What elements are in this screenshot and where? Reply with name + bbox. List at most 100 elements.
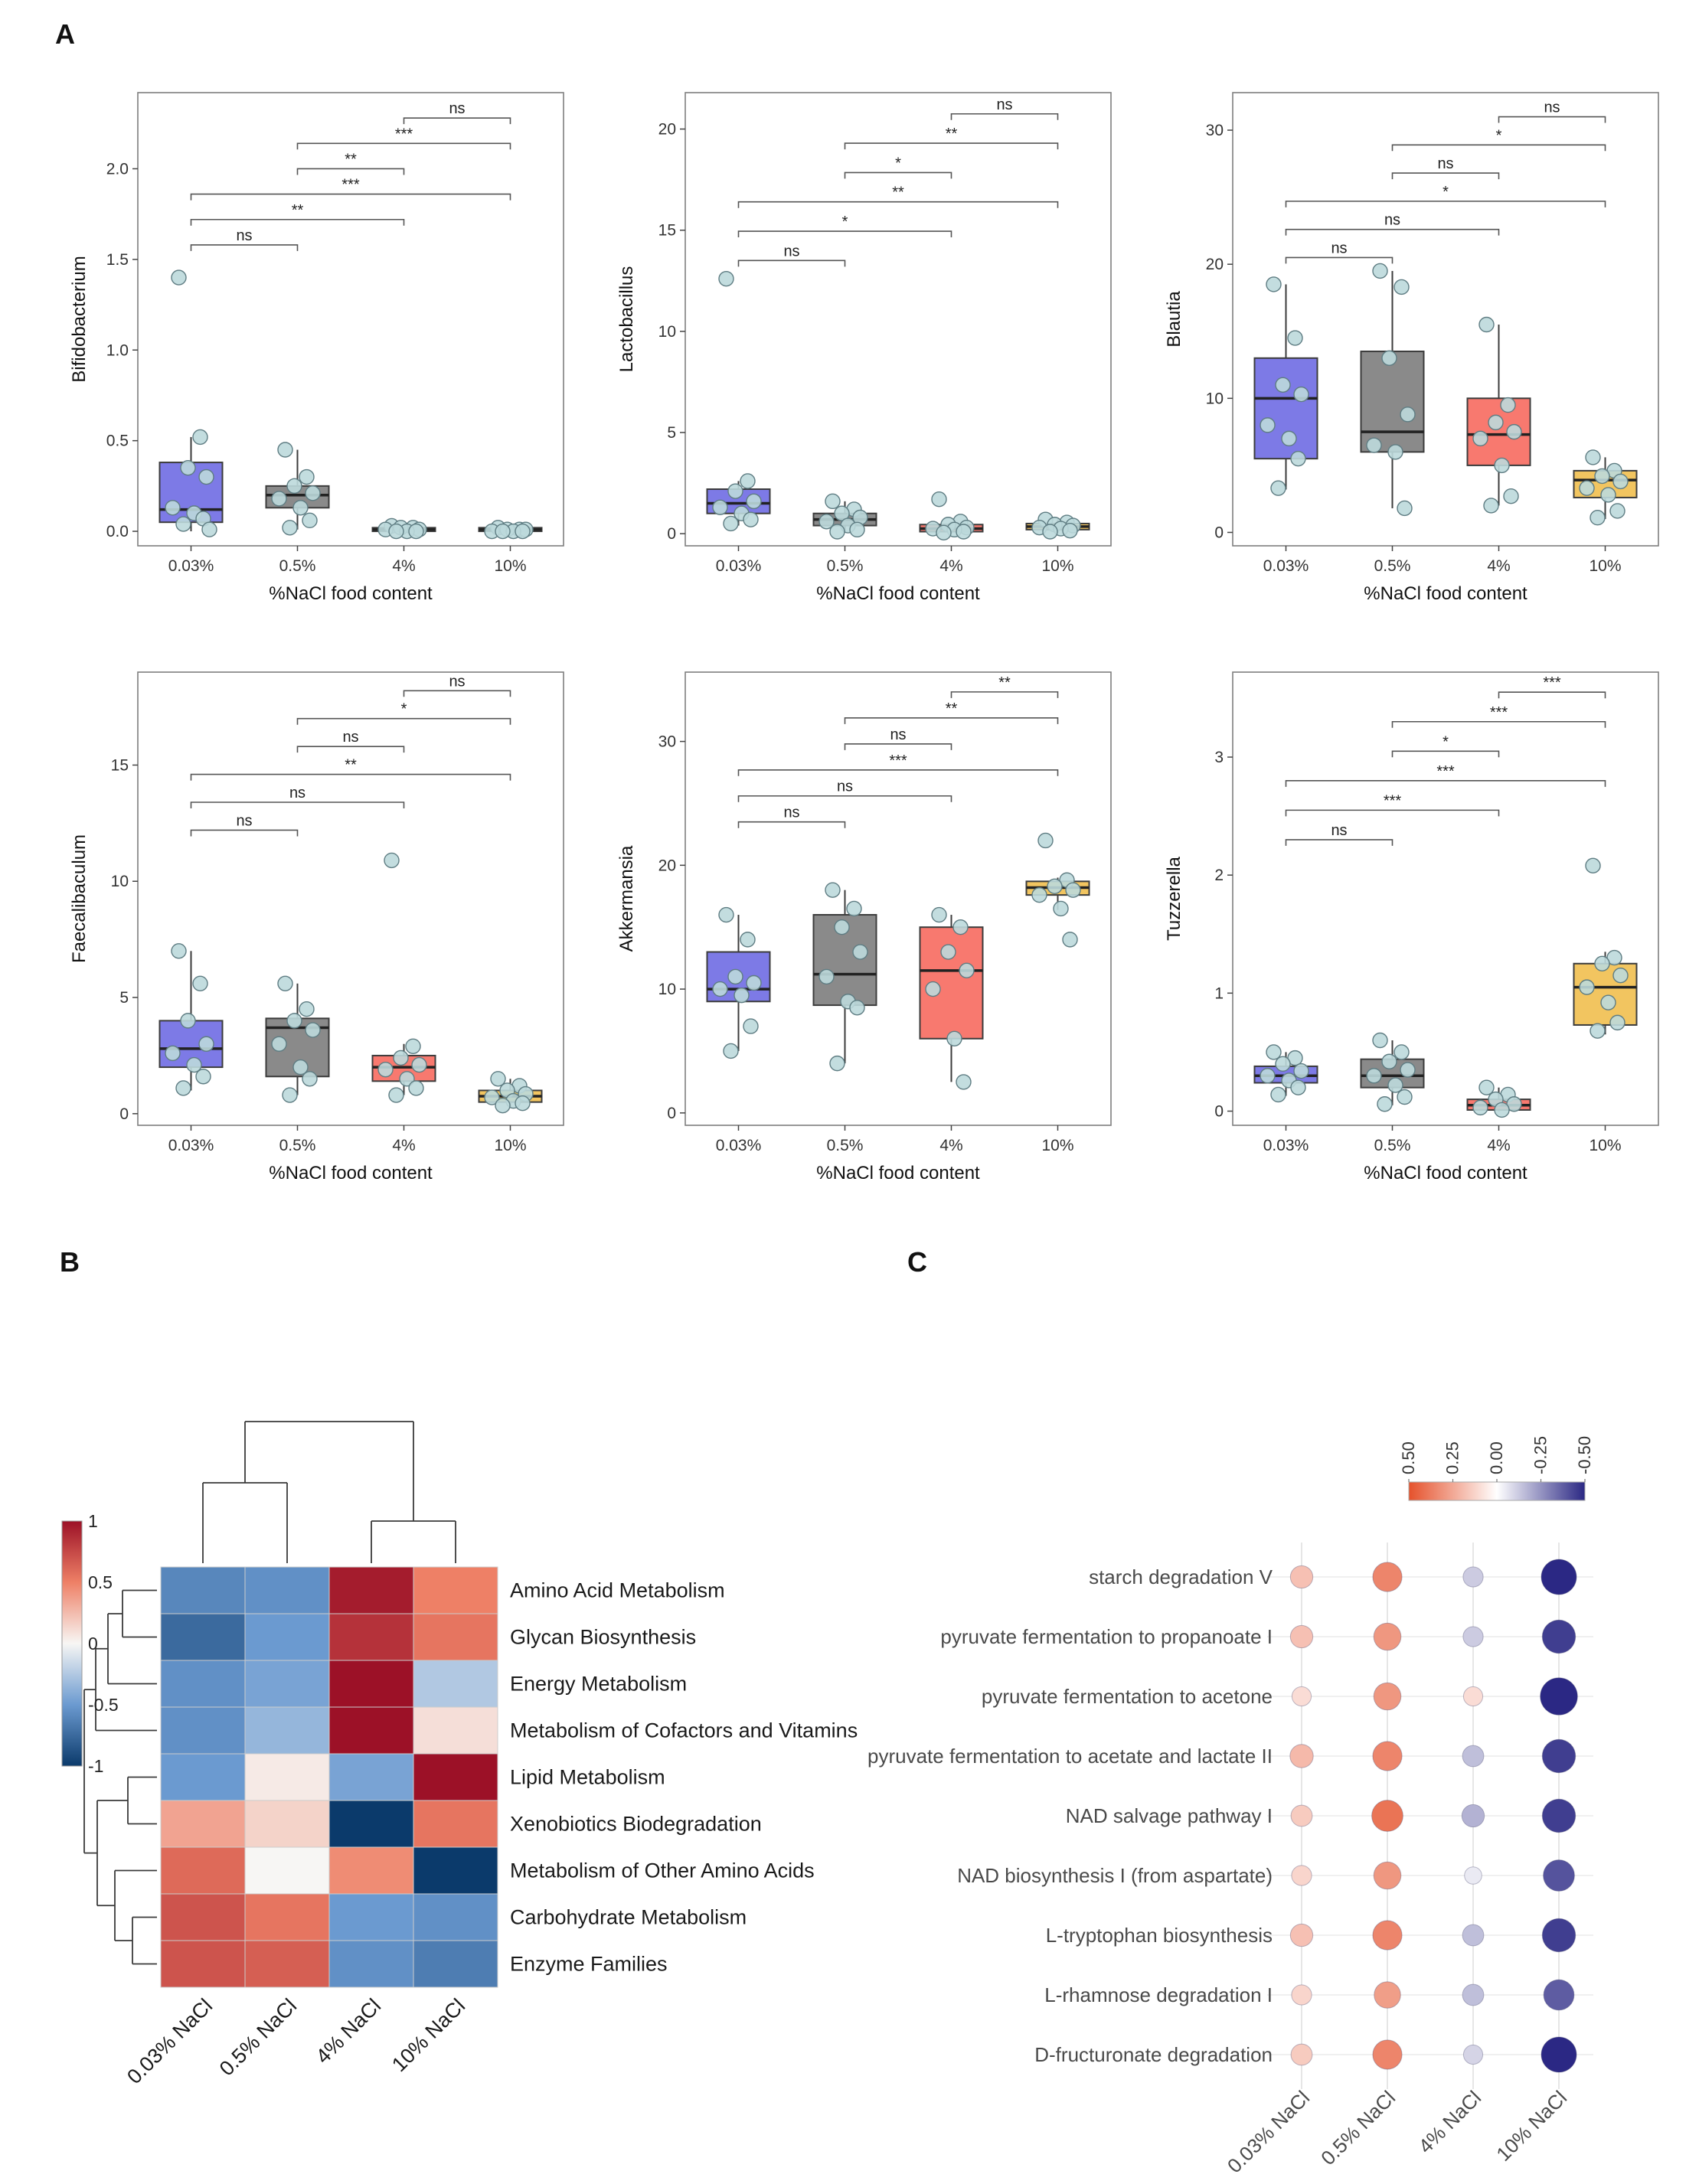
sig-bracket: [190, 773, 511, 781]
dot-col-label: 0.03% NaCl: [1223, 2086, 1314, 2177]
data-point: [740, 932, 756, 948]
x-tick-label: 4%: [939, 1137, 962, 1154]
data-point: [829, 1055, 845, 1072]
sig-bracket: [1391, 750, 1500, 758]
x-tick-label: 10%: [1041, 557, 1073, 575]
data-point: [411, 1056, 427, 1073]
data-point: [388, 523, 404, 540]
sig-label: *: [1443, 184, 1449, 201]
dot-row-label: pyruvate fermentation to acetate and lac…: [867, 1745, 1273, 1768]
dot: [1289, 1923, 1314, 1947]
dot: [1541, 1559, 1577, 1595]
data-point: [723, 1043, 739, 1059]
data-point: [292, 1059, 309, 1076]
dot-row-label: pyruvate fermentation to acetone: [982, 1685, 1273, 1708]
heatmap-legend-tick-label: 0.5: [88, 1572, 113, 1592]
dot-row-label: starch degradation V: [1089, 1565, 1273, 1588]
sig-label: ***: [1543, 674, 1561, 691]
heatmap-cell: [244, 1613, 330, 1661]
sig-bracket: [844, 717, 1059, 724]
data-point: [740, 473, 756, 489]
x-tick-label: 0.5%: [827, 1137, 864, 1154]
x-tick-label: 0.03%: [716, 557, 762, 575]
data-point: [931, 906, 947, 923]
sig-bracket: [190, 801, 405, 809]
heatmap-cell: [244, 1800, 330, 1848]
data-point: [1478, 1079, 1495, 1095]
x-tick-label: 10%: [1589, 557, 1621, 575]
data-point: [1579, 979, 1595, 995]
boxplot-akkermansia: 0 10 20 30 0.03% 0.5% 4% 10% %NaCl food content A…: [616, 671, 1112, 1183]
dot: [1372, 1741, 1403, 1771]
sig-bracket: [1391, 172, 1500, 180]
boxplot-tuzzerella: 0 1 2 3 0.03% 0.5% 4% 10% %NaCl food content Tuzz…: [1164, 671, 1659, 1183]
data-point: [175, 1080, 191, 1096]
data-point: [384, 852, 400, 869]
sig-bracket: [190, 193, 511, 201]
data-point: [277, 442, 293, 458]
sig-label: ns: [1437, 155, 1453, 172]
data-point: [186, 1056, 202, 1073]
sig-bracket: [950, 691, 1059, 698]
sig-label: ns: [449, 100, 465, 117]
heatmap-cell: [160, 1753, 246, 1801]
dot: [1372, 1562, 1403, 1592]
data-point: [1065, 882, 1081, 898]
data-point: [1500, 397, 1516, 413]
heatmap-cell: [413, 1566, 498, 1614]
heatmap-panel: Amino Acid Metabolism Glycan Biosynthesis…: [61, 1421, 858, 2088]
heatmap-cell: [413, 1940, 498, 1988]
data-point: [743, 1018, 759, 1034]
y-axis-title: Blautia: [1164, 291, 1184, 348]
sig-bracket: [1498, 691, 1606, 699]
data-point: [846, 900, 862, 917]
x-axis-title: %NaCl food content: [269, 583, 433, 604]
sig-label: *: [1496, 127, 1502, 144]
x-tick-label: 0.03%: [1263, 557, 1309, 575]
sig-label: ns: [1331, 822, 1347, 839]
data-point: [198, 1036, 214, 1052]
data-point: [515, 523, 531, 540]
y-tick-label: 1: [1214, 984, 1224, 1002]
x-axis-title: %NaCl food content: [269, 1163, 433, 1183]
sig-bracket: [1498, 116, 1606, 123]
data-point: [195, 1069, 211, 1085]
data-point: [1609, 1014, 1625, 1031]
x-tick-label: 0.03%: [1263, 1137, 1309, 1154]
dot-legend-tick-label: -0.50: [1575, 1436, 1594, 1474]
sig-bracket: [1391, 144, 1606, 152]
sig-bracket: [737, 769, 1059, 776]
data-point: [1472, 1099, 1488, 1116]
heatmap-cell: [244, 1846, 330, 1895]
data-point: [1478, 316, 1495, 333]
data-point: [201, 521, 217, 537]
data-point: [305, 1022, 321, 1038]
heatmap-legend-tick-label: 0: [88, 1634, 98, 1654]
data-point: [1275, 377, 1291, 393]
x-tick-label: 0.5%: [279, 1137, 316, 1154]
sig-label: ns: [783, 805, 799, 821]
data-point: [282, 520, 298, 536]
sig-label: *: [895, 155, 901, 171]
dot: [1372, 2039, 1403, 2070]
sig-bracket: [737, 230, 952, 238]
data-point: [1503, 488, 1519, 504]
data-point: [408, 1080, 424, 1096]
dot: [1374, 1981, 1401, 2009]
data-point: [723, 515, 739, 532]
heatmap-cell: [328, 1660, 414, 1708]
heatmap-cell: [160, 1940, 246, 1988]
data-point: [165, 1045, 181, 1062]
sig-bracket: [1285, 809, 1500, 817]
x-tick-label: 4%: [392, 557, 415, 575]
y-tick-label: 1.0: [106, 341, 129, 359]
y-tick-label: 0: [1214, 524, 1224, 541]
data-point: [377, 1061, 394, 1078]
sig-label: *: [1443, 733, 1449, 750]
data-point: [171, 943, 187, 959]
dot: [1462, 1686, 1484, 1707]
data-point: [490, 1071, 506, 1087]
data-point: [495, 523, 511, 540]
x-axis-title: %NaCl food content: [1364, 583, 1527, 604]
